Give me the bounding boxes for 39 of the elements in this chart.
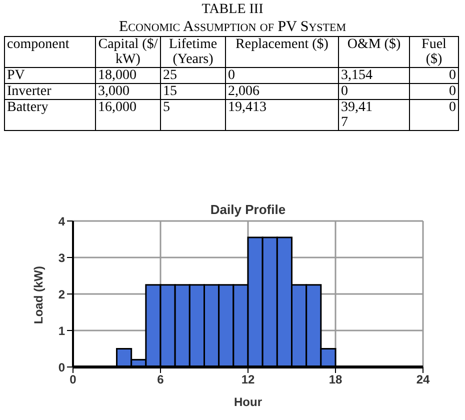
y-axis-title: Load (kW): [31, 266, 46, 324]
text: 2,006: [228, 84, 336, 99]
text: 5: [163, 100, 171, 115]
text: 19,413: [228, 100, 268, 115]
text: 0: [412, 84, 456, 99]
text: Battery: [7, 100, 50, 115]
y-tick-label: 0: [58, 360, 66, 374]
y-tick-label: 2: [58, 287, 66, 302]
text: 39,417: [341, 100, 374, 130]
text: 3,154: [341, 68, 374, 83]
category-label: Replacement ($): [226, 36, 338, 68]
chart-title: Daily Profile: [209, 202, 287, 217]
x-tick-label: 0: [70, 372, 77, 387]
text: Economic Assumption of PV System: [118, 18, 348, 36]
category-label: Lifetime (Years): [160, 36, 226, 68]
category-label: O&M ($): [338, 36, 410, 68]
text: 15: [163, 84, 223, 99]
x-axis-title: Hour: [234, 395, 262, 409]
text: 0: [412, 68, 456, 83]
text: 0: [341, 84, 349, 99]
y-tick-label: 3: [58, 250, 66, 265]
category-label: Capital ($/kW): [96, 36, 160, 68]
x-tick-label: 18: [328, 372, 342, 387]
y-tick-label: 4: [58, 214, 66, 228]
text: TABLE III: [200, 2, 264, 18]
text: PV: [7, 68, 93, 83]
x-tick-label: 6: [157, 372, 164, 387]
category-label: component: [4, 36, 96, 68]
category-label: Fuel ($): [410, 36, 458, 68]
text: Inverter: [7, 84, 93, 99]
text: 18,000: [98, 68, 158, 83]
text: 0: [448, 100, 456, 115]
text: 0: [228, 68, 336, 83]
x-tick-label: 24: [416, 372, 430, 387]
text: 25: [163, 68, 223, 83]
x-tick-label: 12: [241, 372, 255, 387]
text: 16,000: [98, 100, 138, 115]
y-tick-label: 1: [58, 324, 66, 338]
text: 3,000: [98, 84, 158, 99]
